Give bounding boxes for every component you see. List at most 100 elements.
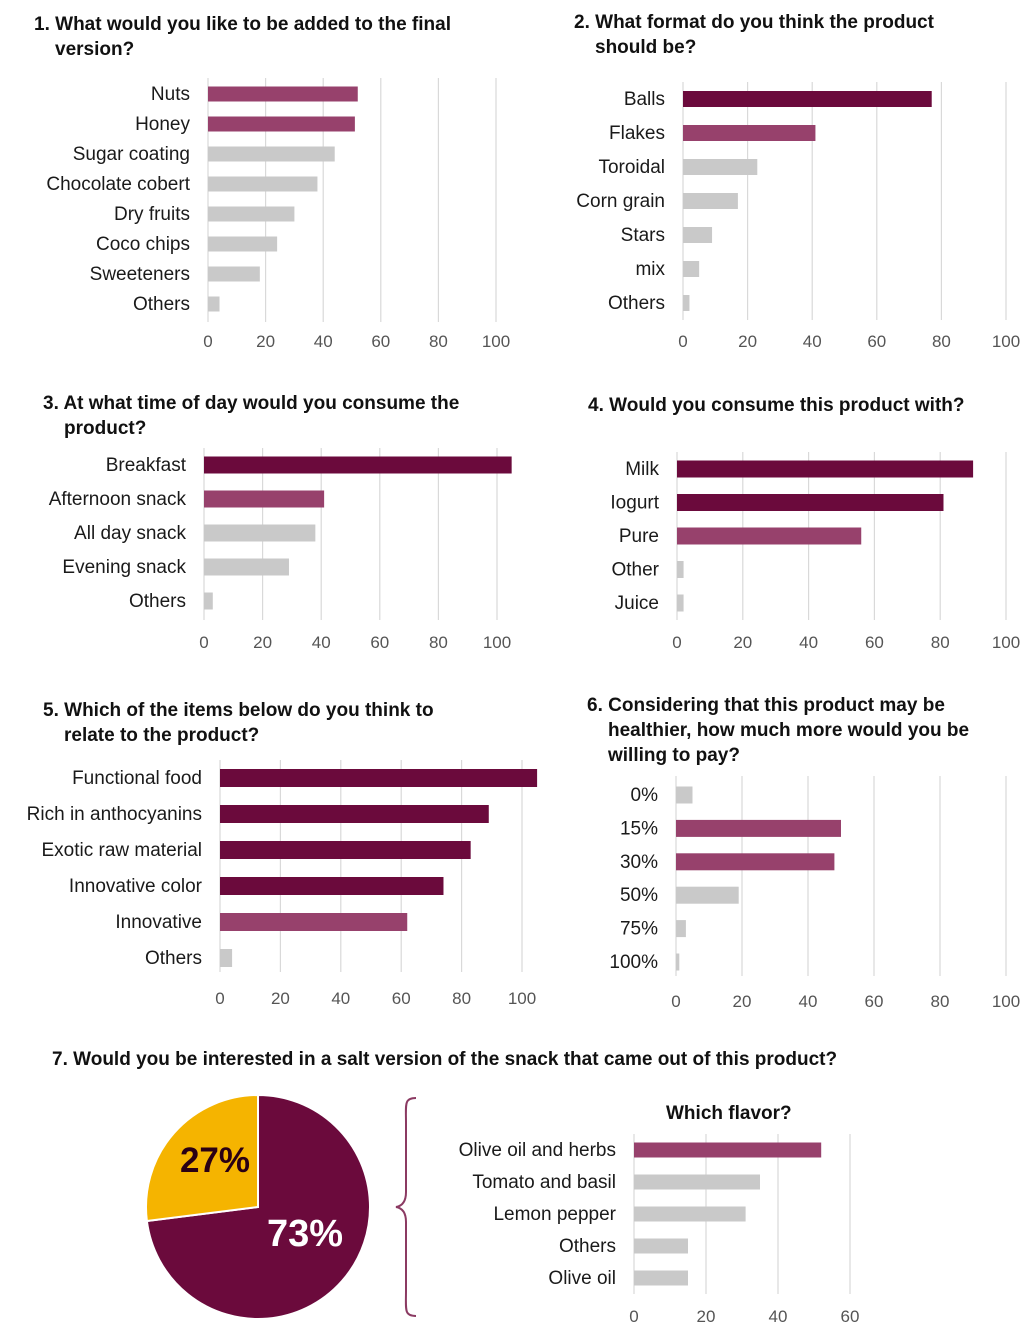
q1-tick-label-1: 20 [256, 332, 275, 351]
q1-bar [208, 146, 335, 162]
q7_flavor-category-label: Tomato and basil [472, 1172, 616, 1193]
q4-category-label: Other [611, 560, 659, 581]
q7_flavor-category-label: Olive oil and herbs [459, 1140, 616, 1161]
q2-tick-label-4: 80 [932, 332, 951, 351]
q1-bar [208, 296, 220, 312]
q2-bar [683, 125, 816, 141]
q3-tick-label-3: 60 [370, 633, 389, 652]
q3-category-label: Evening snack [62, 557, 186, 578]
q6-category-label: 75% [620, 919, 658, 940]
q3-category-label: Afternoon snack [49, 489, 187, 510]
q5-title-line1: Which of the items below do you think to [64, 700, 434, 721]
q2-category-label: Toroidal [598, 157, 665, 178]
q3-bar [204, 456, 512, 474]
q3-category-label: All day snack [74, 523, 186, 544]
q4-tick-label-4: 80 [931, 633, 950, 652]
q6-tick-label-2: 40 [799, 992, 818, 1011]
q5-title: 5. Which of the items below do you think… [43, 698, 434, 748]
q2-title: 2. What format do you think the product … [574, 10, 934, 60]
q5-bar [220, 769, 538, 787]
q5-tick-label-4: 80 [452, 989, 471, 1008]
q5-bar [220, 949, 233, 967]
q5-category-label: Innovative [115, 912, 202, 933]
q6-title: 6. Considering that this product may be … [587, 693, 969, 768]
q1-bar [208, 116, 355, 132]
q1-bar [208, 266, 260, 282]
q6-tick-label-1: 20 [733, 992, 752, 1011]
q1-title-line2: version? [55, 39, 135, 60]
q2-bar [683, 91, 932, 107]
q3-bar-chart: 0 20 40 60 80 100 Breakfast Afternoon snack All … [49, 448, 512, 652]
q4-category-label: Juice [615, 593, 659, 614]
q7_flavor-category-label: Others [559, 1236, 616, 1257]
q1-tick-label-3: 60 [371, 332, 390, 351]
q5-tick-label-0: 0 [215, 989, 224, 1008]
pie-slice-label: 27% [180, 1141, 250, 1180]
q6-bar [676, 853, 835, 871]
q1-title: 1. What would you like to be added to th… [34, 12, 451, 62]
q5-bar [220, 841, 471, 859]
q1-bar-chart: 0 20 40 60 80 100 Nuts Honey Sugar coating Chocol… [46, 78, 510, 351]
q2-tick-label-2: 40 [803, 332, 822, 351]
q1-category-label: Others [133, 294, 190, 315]
q5-bar [220, 805, 489, 823]
q3-tick-label-4: 80 [429, 633, 448, 652]
q7_flavor-bar [634, 1142, 822, 1158]
q6-category-label: 0% [631, 785, 659, 806]
q1-bar [208, 176, 318, 192]
q2-bar [683, 193, 738, 209]
q5-title-line2: relate to the product? [64, 725, 260, 746]
q1-title-line1: What would you like to be added to the f… [55, 14, 451, 35]
q6-bar [676, 819, 841, 837]
q3-tick-label-1: 20 [253, 633, 272, 652]
q5-tick-label-2: 40 [331, 989, 350, 1008]
q6-category-label: 30% [620, 852, 658, 873]
q4-tick-label-1: 20 [733, 633, 752, 652]
q3-title-line1: At what time of day would you consume th… [63, 393, 460, 414]
q3-title-line2: product? [64, 418, 147, 439]
q1-bar [208, 206, 295, 222]
q2-bar [683, 295, 690, 311]
q7_flavor-category-label: Lemon pepper [493, 1204, 616, 1225]
q6-tick-label-3: 60 [865, 992, 884, 1011]
q4-tick-label-5: 100 [992, 633, 1020, 652]
q2-title-line2: should be? [595, 37, 697, 58]
q6-bar [676, 886, 739, 904]
q4-bar [677, 594, 684, 612]
q1-category-label: Chocolate cobert [46, 174, 190, 195]
q3-bar [204, 490, 325, 508]
q6-category-label: 50% [620, 885, 658, 906]
q2-tick-label-0: 0 [678, 332, 687, 351]
q1-category-label: Nuts [151, 84, 190, 105]
q7_flavor-tick-label-1: 20 [697, 1307, 716, 1324]
q6-title-line1: Considering that this product may be [608, 695, 945, 716]
q7_flavor-bar [634, 1238, 688, 1254]
q2-category-label: Others [608, 293, 665, 314]
q3-bar [204, 592, 213, 610]
q6-bar [676, 953, 680, 971]
q7-title: 7. Would you be interested in a salt ver… [52, 1049, 838, 1070]
q1-category-label: Sugar coating [73, 144, 190, 165]
q7_flavor-tick-label-2: 40 [769, 1307, 788, 1324]
q7-brace [395, 1097, 417, 1317]
q6-title-line3: willing to pay? [608, 745, 740, 766]
flavor-bar-chart: 0 20 40 60 Olive oil and herbs Tomato and bas… [459, 1134, 859, 1324]
q7_flavor-bar [634, 1270, 688, 1286]
q4-bar [677, 527, 862, 545]
q3-title-num: 3. [43, 393, 59, 414]
q6-bar [676, 920, 686, 938]
q4-bar-chart: 0 20 40 60 80 100 Milk Iogurt Pure Other Juice [610, 452, 1020, 652]
q1-category-label: Dry fruits [114, 204, 190, 225]
q2-tick-label-1: 20 [738, 332, 757, 351]
q1-tick-label-0: 0 [203, 332, 212, 351]
q2-category-label: Balls [624, 89, 665, 110]
q6-tick-label-0: 0 [671, 992, 680, 1011]
q1-tick-label-4: 80 [429, 332, 448, 351]
q3-tick-label-0: 0 [199, 633, 208, 652]
q4-bar [677, 494, 944, 511]
q4-tick-label-0: 0 [672, 633, 681, 652]
q4-bar [677, 460, 974, 478]
q3-bar [204, 524, 316, 542]
q6-tick-label-5: 100 [992, 992, 1020, 1011]
q4-bar [677, 561, 684, 578]
